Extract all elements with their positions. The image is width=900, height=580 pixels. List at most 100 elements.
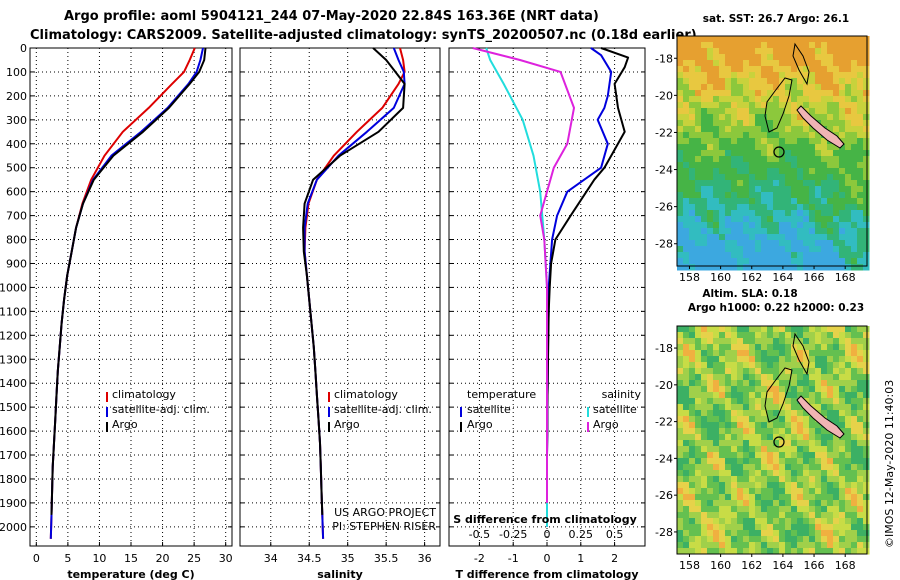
depth-tick-label: 400 (6, 138, 27, 151)
map-cell (779, 404, 786, 411)
map-cell (725, 494, 732, 501)
map-cell (725, 72, 732, 79)
map-cell (689, 168, 696, 175)
map-cell (713, 542, 720, 549)
map-cell (809, 54, 816, 61)
map-cell (815, 246, 822, 253)
map-cell (809, 156, 816, 163)
map-cell (791, 428, 798, 435)
map-cell (863, 344, 870, 351)
map-cell (755, 246, 762, 253)
map-cell (779, 42, 786, 49)
map-cell (815, 338, 822, 345)
map-cell (731, 332, 738, 339)
map-cell (737, 234, 744, 241)
map-cell (833, 500, 840, 507)
map-cell (731, 192, 738, 199)
differences-xtick-label: -2 (474, 552, 485, 565)
map-cell (713, 434, 720, 441)
map-cell (797, 240, 804, 247)
map-cell (749, 452, 756, 459)
map-cell (689, 422, 696, 429)
map-cell (851, 500, 858, 507)
map-cell (773, 440, 780, 447)
map-cell (707, 126, 714, 133)
map-cell (719, 482, 726, 489)
map-cell (803, 446, 810, 453)
map-cell (845, 494, 852, 501)
map-cell (743, 386, 750, 393)
map-cell (749, 108, 756, 115)
map-cell (791, 90, 798, 97)
map-cell (845, 518, 852, 525)
map-cell (833, 404, 840, 411)
map-cell (827, 222, 834, 229)
map-cell (743, 482, 750, 489)
map-cell (737, 66, 744, 73)
map-cell (749, 198, 756, 205)
map-cell (677, 518, 684, 525)
map-cell (857, 216, 864, 223)
map-cell (821, 536, 828, 543)
sst-map-title: sat. SST: 26.7 Argo: 26.1 (703, 13, 849, 25)
map-cell (857, 464, 864, 471)
map-cell (719, 326, 726, 333)
map-cell (839, 132, 846, 139)
map-cell (713, 186, 720, 193)
map-cell (773, 548, 780, 555)
map-cell (731, 416, 738, 423)
map-cell (713, 258, 720, 265)
map-cell (677, 524, 684, 531)
map-cell (821, 446, 828, 453)
map-cell (821, 84, 828, 91)
map-cell (761, 458, 768, 465)
map-cell (797, 362, 804, 369)
map-cell (851, 144, 858, 151)
map-cell (701, 374, 708, 381)
map-cell (827, 48, 834, 55)
map-cell (815, 90, 822, 97)
map-cell (719, 150, 726, 157)
map-cell (863, 482, 870, 489)
map-cell (749, 386, 756, 393)
map-cell (839, 114, 846, 121)
map-cell (743, 72, 750, 79)
map-cell (845, 42, 852, 49)
map-cell (713, 72, 720, 79)
map-cell (749, 332, 756, 339)
map-cell (683, 368, 690, 375)
map-cell (683, 36, 690, 43)
map-cell (707, 422, 714, 429)
map-cell (773, 374, 780, 381)
map-cell (803, 150, 810, 157)
map-cell (725, 36, 732, 43)
map-cell (755, 386, 762, 393)
map-cell (779, 240, 786, 247)
map-cell (863, 392, 870, 399)
map-cell (821, 368, 828, 375)
map-cell (815, 258, 822, 265)
map-cell (821, 356, 828, 363)
map-cell (803, 344, 810, 351)
map-cell (713, 500, 720, 507)
map-cell (803, 428, 810, 435)
map-cell (683, 198, 690, 205)
map-cell (797, 524, 804, 531)
map-cell (689, 192, 696, 199)
map-cell (731, 470, 738, 477)
map-cell (839, 410, 846, 417)
map-cell (683, 78, 690, 85)
map-cell (677, 216, 684, 223)
map-cell (803, 332, 810, 339)
map-cell (779, 356, 786, 363)
map-cell (797, 126, 804, 133)
map-cell (767, 66, 774, 73)
map-cell (827, 446, 834, 453)
map-cell (815, 350, 822, 357)
map-cell (743, 416, 750, 423)
map-cell (719, 78, 726, 85)
map-cell (827, 386, 834, 393)
map-cell (743, 114, 750, 121)
map-cell (773, 42, 780, 49)
map-cell (827, 440, 834, 447)
